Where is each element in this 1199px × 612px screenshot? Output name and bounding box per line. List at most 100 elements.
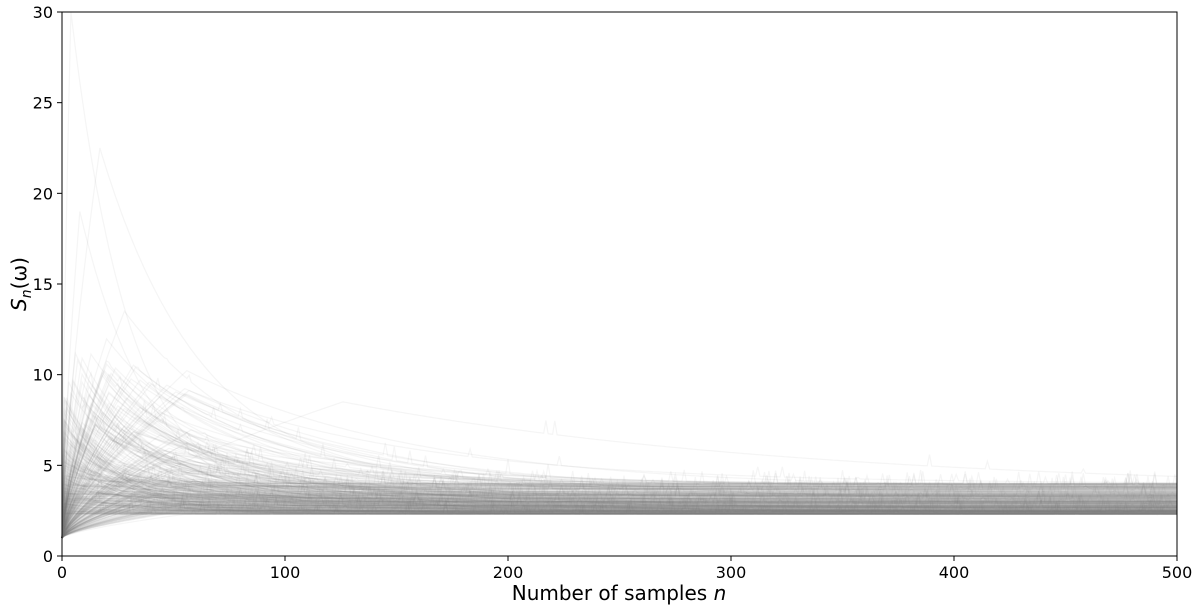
sample-path-line <box>61 406 1177 538</box>
sample-path-line <box>61 380 1177 538</box>
y-tick-label: 0 <box>43 547 53 566</box>
sample-path-line <box>61 431 1178 539</box>
sample-path-line <box>61 506 1177 538</box>
sample-path-line <box>61 458 1177 538</box>
sample-path-line <box>61 494 1177 538</box>
sample-path-line <box>61 468 1177 539</box>
sample-path-line <box>61 511 1177 538</box>
sample-path-line <box>61 440 1177 538</box>
sample-path-line <box>61 476 1177 538</box>
sample-path-line <box>61 478 1177 538</box>
x-tick-label: 0 <box>57 563 67 582</box>
sample-path-line <box>61 401 1177 539</box>
sample-path-line <box>61 470 1177 539</box>
sample-path-line <box>61 487 1177 538</box>
sample-path-line <box>61 381 1177 538</box>
sample-path-line <box>61 474 1177 538</box>
sample-path-line <box>61 389 1177 538</box>
sample-path-line <box>61 428 1177 539</box>
sample-path-line <box>61 447 1177 539</box>
sample-path-line <box>61 479 1177 538</box>
sample-path-line <box>61 477 1177 538</box>
sample-path-line <box>61 500 1177 539</box>
sample-path-line <box>61 468 1177 538</box>
sample-path-line <box>61 497 1177 539</box>
sample-path-line <box>61 455 1177 538</box>
sample-path-line <box>61 424 1177 538</box>
sample-path-line <box>61 473 1177 539</box>
sample-path-line <box>61 471 1177 539</box>
sample-path-line <box>61 496 1177 539</box>
sample-path-line <box>61 492 1177 539</box>
sample-path-line <box>61 457 1177 538</box>
sample-path-line <box>61 496 1177 538</box>
sample-path-line <box>61 467 1177 539</box>
sample-path-line <box>61 422 1177 538</box>
sample-path-line <box>61 487 1177 539</box>
sample-path-line <box>61 486 1177 539</box>
y-tick-label: 25 <box>33 94 53 113</box>
sample-path-line <box>61 487 1177 538</box>
sample-path-line <box>61 499 1177 539</box>
sample-path-line <box>61 429 1177 539</box>
sample-path-line <box>61 477 1177 538</box>
sample-path-line <box>61 366 1177 538</box>
sample-path-line <box>61 472 1177 539</box>
sample-path-line <box>61 501 1177 539</box>
sample-path-line <box>61 369 1177 538</box>
y-axis-ticks: 0 5 10 15 20 25 30 <box>33 3 62 566</box>
sample-path-line <box>61 454 1177 539</box>
sample-path-line <box>61 309 1177 538</box>
sample-path-line <box>61 483 1177 538</box>
sample-path-line <box>61 464 1177 539</box>
sample-path-line <box>61 430 1177 539</box>
sample-path-line <box>61 491 1177 538</box>
sample-path-line <box>61 470 1177 538</box>
sample-path-line <box>61 491 1177 539</box>
sample-path-line <box>61 454 1177 539</box>
x-tick-label: 200 <box>493 563 524 582</box>
sample-path-line <box>61 487 1177 538</box>
sample-path-line <box>61 435 1177 539</box>
sample-path-line <box>61 495 1177 539</box>
sample-path-line <box>61 478 1177 539</box>
sample-path-line <box>61 392 1177 538</box>
sample-path-line <box>61 501 1177 539</box>
sample-path-line <box>61 373 1177 538</box>
sample-path-line <box>61 473 1177 538</box>
sample-path-line <box>61 485 1177 539</box>
sample-path-line <box>61 495 1177 539</box>
sample-path-line <box>61 493 1177 538</box>
sample-path-line <box>61 490 1177 539</box>
sample-path-line <box>61 491 1177 539</box>
x-tick-label: 300 <box>716 563 747 582</box>
sample-path-line <box>61 484 1177 538</box>
sample-path-line <box>61 463 1177 539</box>
sample-path-line <box>61 461 1177 538</box>
sample-path-line <box>61 447 1177 538</box>
sample-path-line <box>61 449 1177 538</box>
sample-path-line <box>61 418 1177 538</box>
sample-path-line <box>61 404 1177 539</box>
sample-path-line <box>61 391 1177 539</box>
sample-path-line <box>61 499 1177 539</box>
sample-path-line <box>61 461 1177 538</box>
sample-path-line <box>61 488 1177 539</box>
sample-path-line <box>61 482 1177 539</box>
sample-path-line <box>61 429 1177 538</box>
sample-path-line <box>61 472 1177 538</box>
sample-path-line <box>61 441 1177 539</box>
sample-path-line <box>61 500 1177 539</box>
sample-path-line <box>61 464 1177 538</box>
sample-path-line <box>61 371 1177 538</box>
sample-path-line <box>61 468 1177 539</box>
sample-path-line <box>61 468 1177 539</box>
sample-path-line <box>61 464 1177 538</box>
sample-path-line <box>61 211 1177 538</box>
sample-path-line <box>61 459 1177 538</box>
sample-path-line <box>61 453 1177 538</box>
sample-path-line <box>61 449 1177 538</box>
sample-path-line <box>61 503 1177 538</box>
sample-path-line <box>61 465 1177 538</box>
sample-path-line <box>61 503 1177 539</box>
